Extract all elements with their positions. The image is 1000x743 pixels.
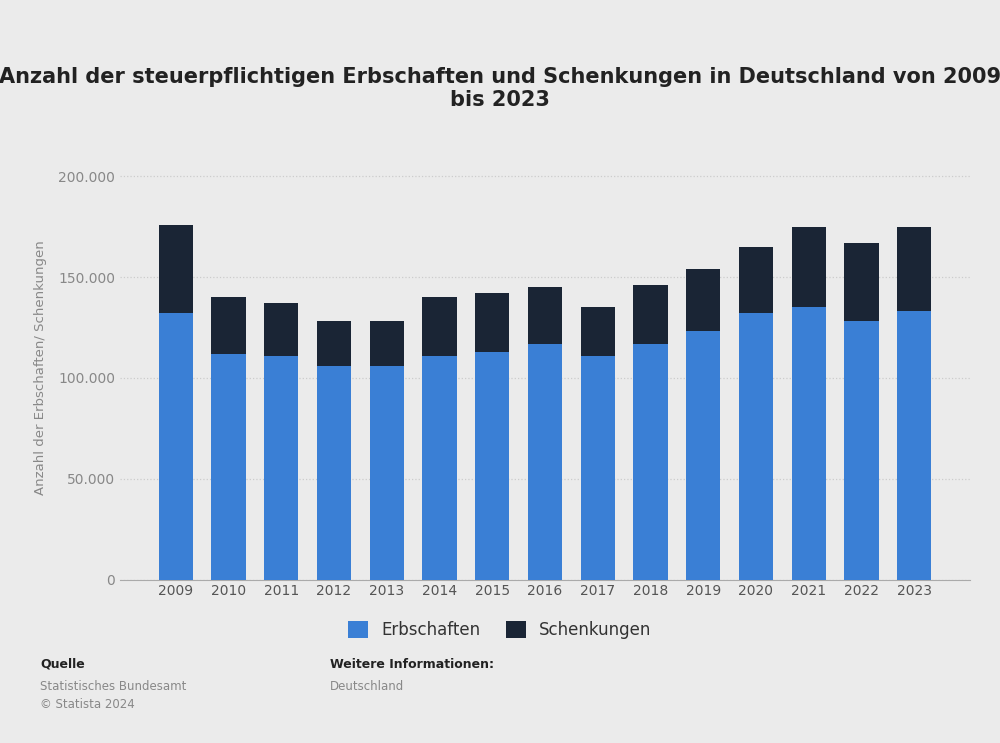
Bar <box>686 269 720 331</box>
Bar <box>264 356 298 580</box>
Bar <box>211 297 246 354</box>
Bar <box>211 354 246 580</box>
Text: © Statista 2024: © Statista 2024 <box>40 698 135 711</box>
Bar <box>633 285 668 343</box>
Bar <box>475 293 509 351</box>
Bar <box>264 303 298 356</box>
Text: Anzahl der steuerpflichtigen Erbschaften und Schenkungen in Deutschland von 2009: Anzahl der steuerpflichtigen Erbschaften… <box>0 67 1000 110</box>
Text: Statistisches Bundesamt: Statistisches Bundesamt <box>40 680 186 692</box>
Bar <box>159 224 193 314</box>
Bar <box>370 366 404 580</box>
Bar <box>844 243 879 322</box>
Bar <box>475 351 509 580</box>
Bar <box>317 322 351 366</box>
Text: Deutschland: Deutschland <box>330 680 404 692</box>
Bar <box>633 343 668 580</box>
Bar <box>159 314 193 580</box>
Bar <box>792 227 826 308</box>
Bar <box>581 356 615 580</box>
Bar <box>528 343 562 580</box>
Bar <box>317 366 351 580</box>
Bar <box>844 322 879 580</box>
Bar <box>581 308 615 356</box>
Bar <box>739 314 773 580</box>
Text: Quelle: Quelle <box>40 658 85 670</box>
Bar <box>792 308 826 580</box>
Bar <box>528 287 562 343</box>
Bar <box>370 322 404 366</box>
Bar <box>897 227 931 311</box>
Text: Weitere Informationen:: Weitere Informationen: <box>330 658 494 670</box>
Bar <box>422 356 457 580</box>
Y-axis label: Anzahl der Erbschaften/ Schenkungen: Anzahl der Erbschaften/ Schenkungen <box>34 241 47 495</box>
Bar <box>897 311 931 580</box>
Bar <box>686 331 720 580</box>
Bar <box>422 297 457 356</box>
Legend: Erbschaften, Schenkungen: Erbschaften, Schenkungen <box>348 621 652 640</box>
Bar <box>739 247 773 314</box>
